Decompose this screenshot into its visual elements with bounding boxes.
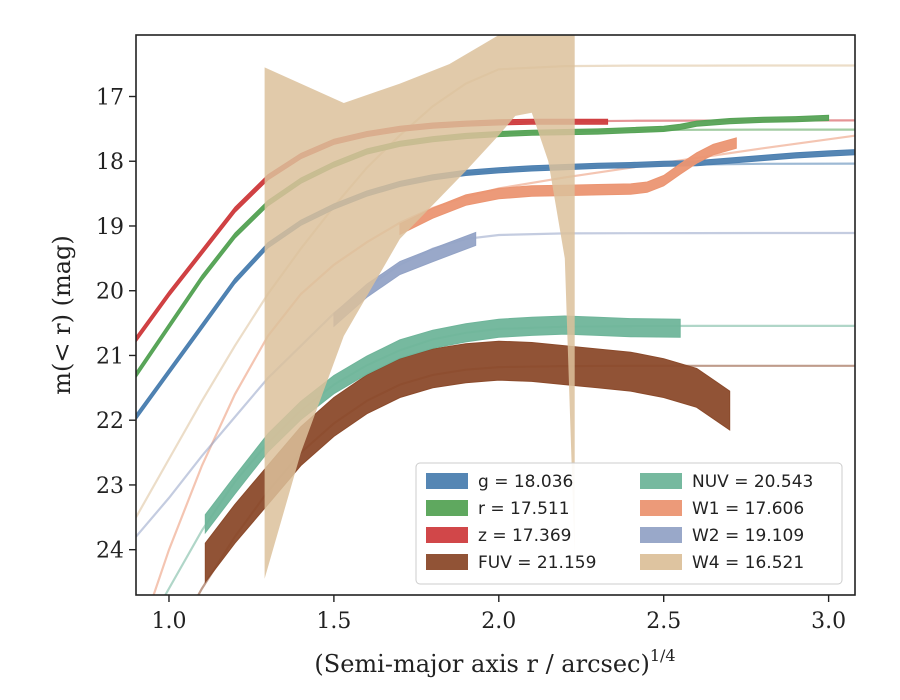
- legend-label-z: z = 17.369: [478, 526, 571, 546]
- legend-swatch-fuv: [426, 554, 468, 570]
- legend: g = 18.036 r = 17.511 z = 17.369 FUV = 21.1…: [415, 462, 843, 585]
- x-axis-title-exponent: 1/4: [650, 646, 676, 665]
- y-tick-label: 23: [96, 474, 124, 499]
- legend-label-g: g = 18.036: [478, 472, 573, 492]
- y-tick-label: 20: [96, 280, 124, 305]
- legend-swatch-w4: [640, 554, 682, 570]
- y-tick-label: 18: [96, 150, 124, 175]
- legend-label-nuv: NUV = 20.543: [692, 472, 813, 492]
- legend-label-w4: W4 = 16.521: [692, 553, 804, 573]
- data-band-fuv: [204, 340, 731, 584]
- data-band-nuv: [204, 315, 681, 535]
- x-axis-title-text: (Semi-major axis r / arcsec): [314, 650, 649, 678]
- x-tick-label: 1.5: [316, 609, 351, 634]
- y-axis-title: m(< r) (mag): [48, 235, 76, 394]
- legend-frame: [415, 462, 843, 585]
- x-tick-label: 1.0: [151, 609, 186, 634]
- data-band-w4: [264, 35, 575, 579]
- x-axis-ticks: 1.0 1.5 2.0 2.5 3.0: [151, 595, 846, 634]
- y-tick-label: 22: [96, 409, 124, 434]
- data-bands-layer: [136, 35, 855, 584]
- legend-swatch-w2: [640, 527, 682, 543]
- y-tick-label: 21: [96, 344, 124, 369]
- y-axis-ticks: 17 18 19 20 21 22 23 24: [96, 86, 136, 564]
- x-axis-title: (Semi-major axis r / arcsec)1/4: [314, 646, 675, 678]
- x-tick-label: 2.0: [481, 609, 516, 634]
- plot-frame: [135, 34, 856, 596]
- legend-label-w1: W1 = 17.606: [692, 499, 804, 519]
- legend-swatch-nuv: [640, 473, 682, 489]
- x-tick-label: 2.5: [646, 609, 681, 634]
- legend-label-r: r = 17.511: [478, 499, 570, 519]
- y-tick-label: 24: [96, 539, 124, 564]
- legend-swatch-w1: [640, 500, 682, 516]
- legend-swatch-r: [426, 500, 468, 516]
- y-tick-label: 17: [96, 86, 124, 111]
- legend-swatch-z: [426, 527, 468, 543]
- legend-swatch-g: [426, 473, 468, 489]
- x-tick-label: 3.0: [811, 609, 846, 634]
- y-tick-label: 19: [96, 215, 124, 240]
- legend-label-w2: W2 = 19.109: [692, 526, 804, 546]
- legend-label-fuv: FUV = 21.159: [478, 553, 596, 573]
